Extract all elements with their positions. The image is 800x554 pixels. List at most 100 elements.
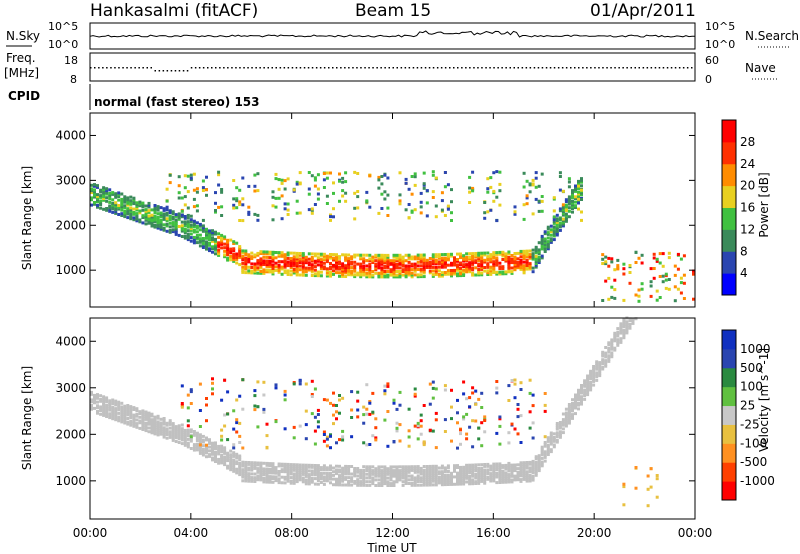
velocity-cell <box>592 370 596 374</box>
power-cell <box>298 268 302 272</box>
velocity-cell <box>165 423 169 427</box>
velocity-cell <box>214 441 217 445</box>
power-cell <box>359 275 363 279</box>
velocity-cell <box>338 475 341 479</box>
velocity-cell <box>398 403 402 407</box>
power-cell <box>150 222 154 226</box>
velocity-cell <box>604 355 608 359</box>
power-cell <box>386 266 390 270</box>
freq-dot <box>142 67 144 69</box>
velocity-cell <box>507 469 511 473</box>
power-cell <box>440 208 444 212</box>
velocity-cell <box>183 441 187 445</box>
velocity-cell <box>564 417 568 420</box>
velocity-cell <box>607 356 611 360</box>
power-cell <box>156 224 160 228</box>
velocity-cell <box>111 415 115 419</box>
velocity-cell <box>598 368 602 372</box>
velocity-cell <box>598 366 602 370</box>
velocity-cell <box>205 447 208 451</box>
velocity-cell <box>450 473 453 477</box>
power-cell <box>519 264 523 268</box>
power-cell <box>561 208 565 212</box>
power-cell <box>286 213 290 216</box>
power-cell <box>413 255 417 259</box>
velocity-cell <box>362 421 366 425</box>
power-cell <box>498 261 502 265</box>
freq-dot <box>501 67 503 69</box>
velocity-cell <box>571 409 574 413</box>
velocity-cell <box>513 478 517 482</box>
power-cell <box>171 212 175 216</box>
velocity-cell <box>316 469 320 473</box>
power-cell <box>471 273 475 277</box>
velocity-cell <box>183 438 187 442</box>
velocity-cell <box>586 391 590 395</box>
velocity-cell <box>380 484 384 487</box>
velocity-cell <box>431 468 435 472</box>
velocity-colorbar-tick-label: -25 <box>740 417 760 431</box>
power-cell <box>516 260 520 264</box>
cpid-panel: CPID normal (fast stereo) 153 <box>8 84 260 110</box>
velocity-cell <box>419 419 423 423</box>
power-cell <box>504 259 508 263</box>
power-cell <box>201 244 205 248</box>
power-cell <box>310 263 314 267</box>
power-cell <box>319 267 323 271</box>
velocity-cell <box>516 470 520 474</box>
velocity-cell <box>316 466 320 469</box>
power-cell <box>344 258 348 262</box>
velocity-cell <box>480 421 484 425</box>
velocity-cell <box>567 410 571 414</box>
velocity-cell <box>434 464 438 468</box>
velocity-cell <box>329 475 332 479</box>
power-cell <box>310 274 314 277</box>
velocity-cell <box>277 481 281 485</box>
freq-dot <box>529 67 532 69</box>
velocity-cell <box>111 398 115 402</box>
power-colorbar-swatch <box>722 141 736 165</box>
power-cell <box>226 258 230 262</box>
power-cell <box>159 227 163 231</box>
velocity-cell <box>180 404 184 408</box>
velocity-cell <box>446 483 450 486</box>
power-cell <box>201 242 205 246</box>
velocity-cell <box>289 476 293 480</box>
velocity-cell <box>235 456 239 460</box>
power-cell <box>177 217 181 221</box>
power-cell <box>316 258 320 261</box>
velocity-cell <box>413 424 417 428</box>
velocity-cell <box>274 477 278 481</box>
velocity-cell <box>262 467 266 471</box>
velocity-cell <box>392 401 396 405</box>
velocity-cell <box>583 384 587 388</box>
velocity-cell <box>259 467 263 471</box>
velocity-cell <box>371 476 375 480</box>
velocity-colorbar-swatch <box>722 481 736 501</box>
power-cell <box>335 265 338 269</box>
velocity-cell <box>580 387 583 391</box>
velocity-cell <box>601 352 605 356</box>
power-cell <box>410 264 414 268</box>
power-cell <box>465 259 469 263</box>
velocity-cell <box>250 472 254 476</box>
velocity-cell <box>162 418 166 422</box>
velocity-cell <box>446 466 450 470</box>
power-cell <box>577 194 580 198</box>
power-cell <box>401 270 405 273</box>
power-cell <box>398 255 402 259</box>
power-cell <box>537 184 541 188</box>
velocity-cell <box>335 483 338 487</box>
velocity-cell <box>295 467 299 470</box>
power-colorbar-swatch <box>722 185 736 208</box>
velocity-cell <box>262 480 266 484</box>
velocity-cell <box>407 474 411 478</box>
velocity-cell <box>126 407 130 411</box>
velocity-cell <box>105 411 109 415</box>
power-cell <box>316 272 320 276</box>
power-cell <box>244 253 248 257</box>
freq-dot <box>691 67 693 69</box>
velocity-cell <box>183 436 187 440</box>
velocity-cell <box>298 467 302 471</box>
power-cell <box>507 270 511 274</box>
